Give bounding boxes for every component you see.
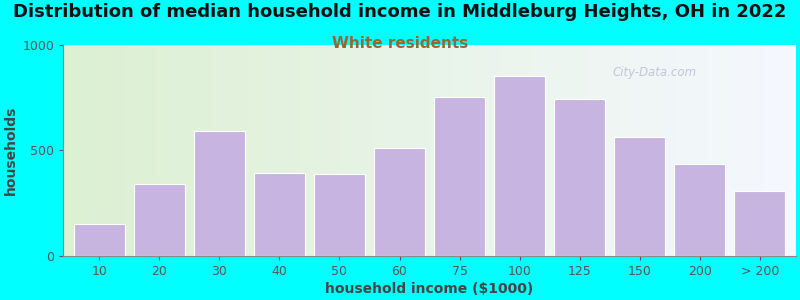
Text: Distribution of median household income in Middleburg Heights, OH in 2022: Distribution of median household income … [14, 3, 786, 21]
Bar [494, 76, 545, 256]
Bar [194, 131, 245, 256]
Bar [314, 174, 365, 256]
Bar [74, 224, 125, 256]
Text: City-Data.com: City-Data.com [613, 66, 697, 79]
Bar [614, 137, 666, 256]
Bar [374, 148, 425, 256]
Y-axis label: households: households [4, 106, 18, 195]
Text: White residents: White residents [332, 36, 468, 51]
Bar [554, 99, 605, 256]
Bar [674, 164, 726, 256]
Bar [134, 184, 185, 256]
Bar [434, 97, 485, 256]
X-axis label: household income ($1000): household income ($1000) [326, 282, 534, 296]
Bar [734, 191, 786, 256]
Bar [254, 172, 305, 256]
